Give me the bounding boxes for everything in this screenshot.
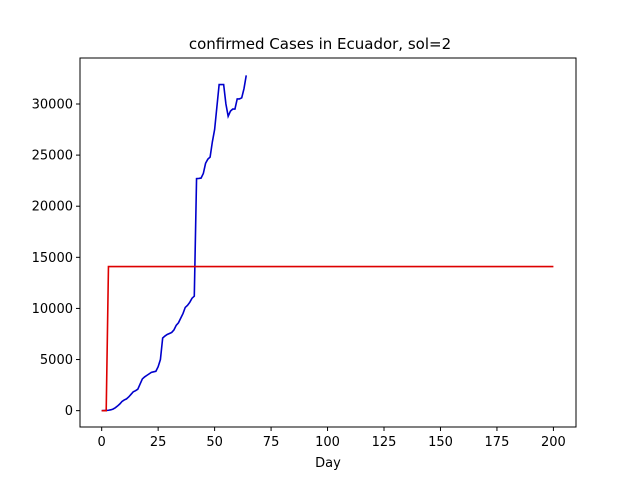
y-tick-label: 0: [65, 404, 73, 419]
y-tick-label: 25000: [32, 149, 73, 164]
plot-frame: [79, 57, 577, 428]
x-tick-label: 200: [541, 435, 566, 450]
x-axis-ticks: 0 25 50 75 100 125 150 175 200: [98, 427, 566, 450]
x-axis-label: Day: [315, 456, 341, 471]
plot-lines: [101, 75, 554, 412]
y-axis-ticks: 0 5000 10000 15000 20000 25000 30000: [32, 97, 80, 419]
y-tick-label: 5000: [40, 353, 73, 368]
y-tick-label: 10000: [32, 302, 73, 317]
x-tick-label: 75: [263, 435, 280, 450]
x-tick-label: 50: [206, 435, 223, 450]
x-tick-label: 100: [315, 435, 340, 450]
y-tick-label: 30000: [32, 97, 73, 112]
chart-title: confirmed Cases in Ecuador, sol=2: [189, 35, 451, 53]
x-tick-label: 150: [428, 435, 453, 450]
y-tick-label: 20000: [32, 200, 73, 215]
x-tick-label: 175: [485, 435, 510, 450]
series-line-1: [101, 75, 248, 412]
x-tick-label: 0: [98, 435, 106, 450]
x-tick-label: 125: [372, 435, 397, 450]
x-tick-label: 25: [150, 435, 167, 450]
series-line-2: [101, 265, 554, 412]
y-tick-label: 15000: [32, 251, 73, 266]
